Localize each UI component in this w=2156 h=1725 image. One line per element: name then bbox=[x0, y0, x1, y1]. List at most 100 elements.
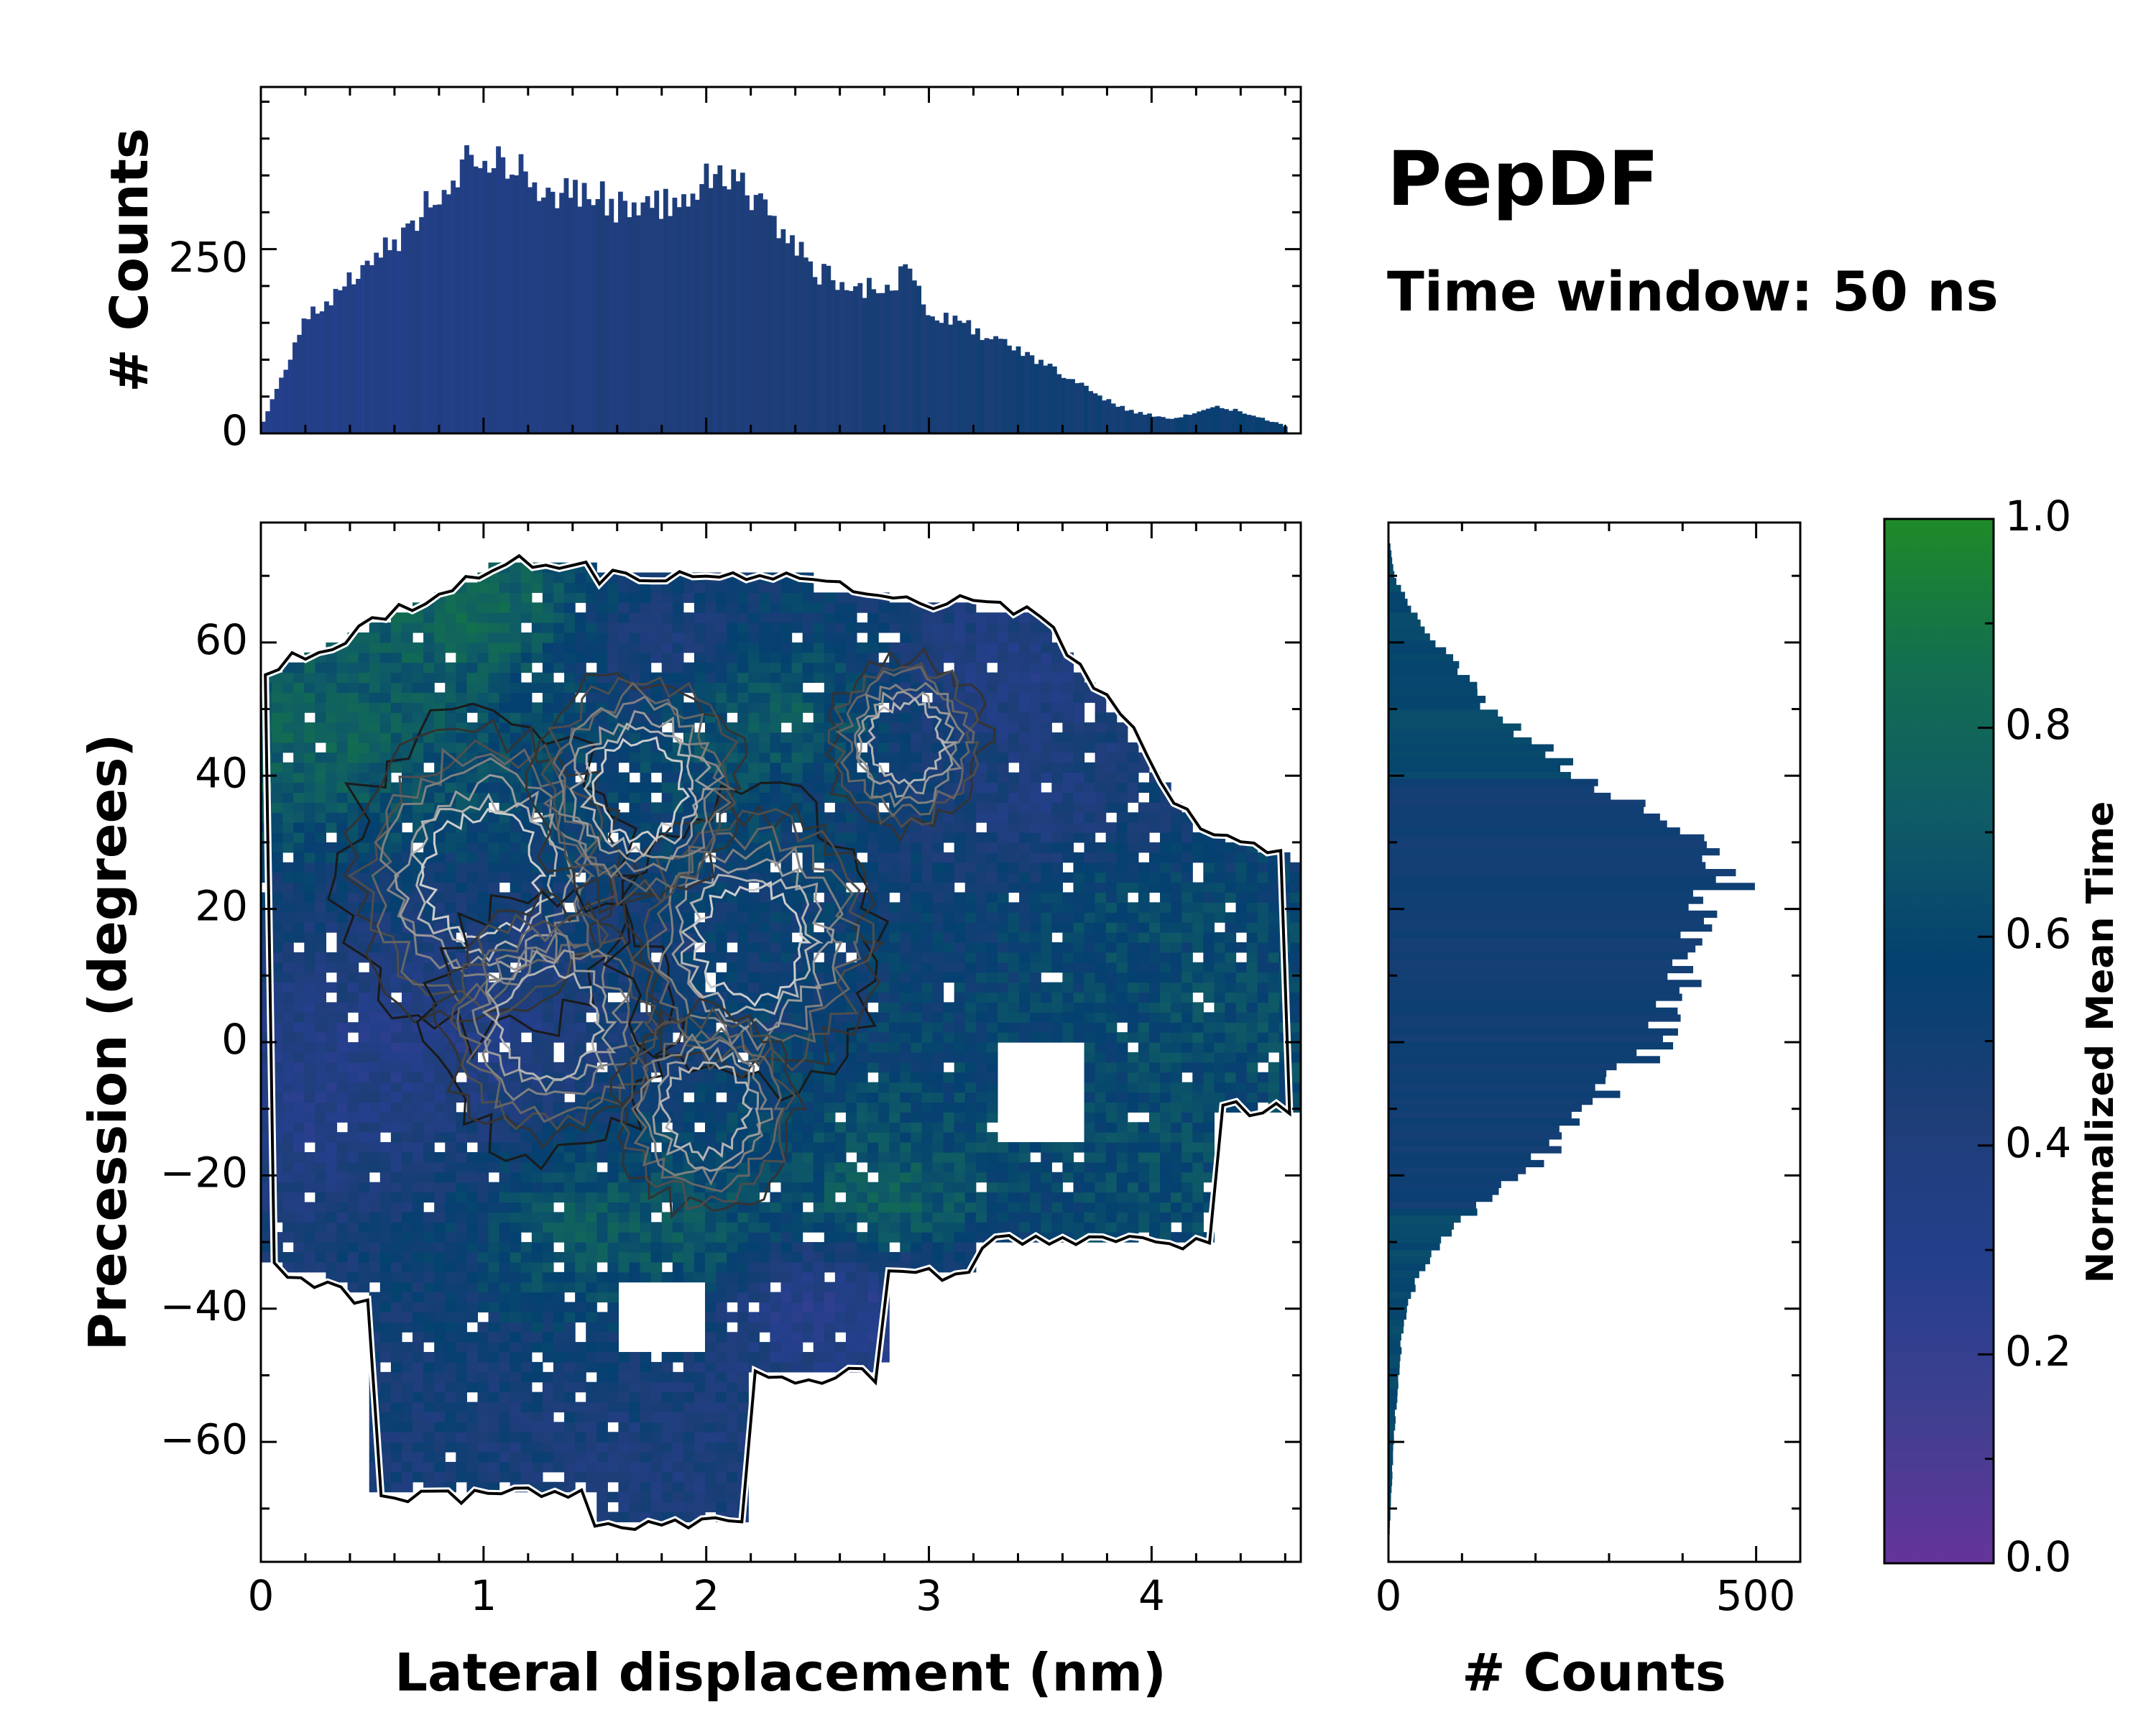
top-histogram-bar bbox=[880, 293, 885, 433]
heatmap-cell bbox=[748, 982, 760, 993]
heatmap-cell bbox=[813, 1042, 825, 1053]
heatmap-cell bbox=[401, 1352, 413, 1363]
top-histogram-bar bbox=[577, 206, 583, 433]
heatmap-cell bbox=[857, 1251, 868, 1263]
heatmap-cell bbox=[510, 1322, 522, 1333]
heatmap-cell bbox=[737, 772, 749, 783]
heatmap-cell bbox=[531, 1212, 543, 1223]
top-histogram-bar bbox=[758, 193, 763, 433]
heatmap-cell bbox=[759, 692, 771, 703]
heatmap-cell bbox=[564, 1202, 576, 1213]
heatmap-cell bbox=[618, 1202, 630, 1213]
heatmap-cell bbox=[358, 1162, 370, 1173]
heatmap-cell bbox=[466, 1242, 479, 1253]
heatmap-cell bbox=[737, 1402, 749, 1413]
heatmap-cell bbox=[413, 682, 424, 693]
heatmap-cell bbox=[531, 642, 543, 653]
heatmap-cell bbox=[542, 1402, 554, 1413]
heatmap-cell bbox=[824, 1242, 836, 1253]
heatmap-cell bbox=[683, 1271, 695, 1283]
heatmap-cell bbox=[759, 1172, 771, 1183]
heatmap-cell bbox=[326, 662, 338, 673]
heatmap-cell bbox=[413, 1432, 424, 1443]
heatmap-cell bbox=[423, 1251, 435, 1263]
heatmap-cell bbox=[510, 1361, 522, 1373]
heatmap-cell bbox=[564, 682, 576, 693]
heatmap-cell bbox=[672, 1162, 684, 1173]
heatmap-cell bbox=[564, 1032, 576, 1043]
heatmap-cell bbox=[834, 1312, 847, 1322]
heatmap-cell bbox=[727, 1371, 738, 1383]
heatmap-cell bbox=[802, 1142, 814, 1153]
heatmap-cell bbox=[401, 1442, 413, 1453]
heatmap-cell bbox=[445, 712, 456, 723]
top-histogram-bar bbox=[1201, 410, 1207, 433]
heatmap-cell bbox=[586, 1172, 597, 1183]
heatmap-cell bbox=[629, 1402, 641, 1413]
heatmap-cell bbox=[878, 1062, 890, 1073]
heatmap-cell bbox=[466, 1371, 479, 1383]
top-histogram-bar bbox=[274, 389, 280, 433]
heatmap-cell bbox=[413, 622, 424, 633]
heatmap-cell bbox=[672, 1222, 684, 1233]
heatmap-cell bbox=[716, 1461, 727, 1473]
heatmap-cell bbox=[369, 1072, 381, 1083]
heatmap-cell bbox=[824, 762, 836, 773]
heatmap-cell bbox=[716, 1271, 727, 1283]
top-histogram-bar bbox=[459, 159, 465, 433]
heatmap-cell bbox=[293, 992, 305, 1003]
heatmap-cell bbox=[336, 1042, 349, 1053]
heatmap-cell bbox=[445, 612, 456, 623]
heatmap-cell bbox=[445, 812, 456, 823]
heatmap-cell bbox=[780, 1361, 793, 1373]
heatmap-cell bbox=[629, 932, 641, 943]
heatmap-cell bbox=[845, 932, 857, 943]
heatmap-cell bbox=[315, 1012, 327, 1023]
heatmap-cell bbox=[748, 962, 760, 973]
heatmap-cell bbox=[326, 1132, 338, 1143]
heatmap-cell bbox=[834, 1012, 847, 1023]
heatmap-cell bbox=[553, 1182, 565, 1193]
heatmap-cell bbox=[336, 1002, 349, 1013]
heatmap-cell bbox=[390, 1242, 402, 1253]
heatmap-cell bbox=[456, 1392, 467, 1403]
heatmap-cell bbox=[661, 1481, 673, 1493]
heatmap-cell bbox=[704, 952, 717, 963]
heatmap-cell bbox=[553, 1271, 565, 1283]
heatmap-cell bbox=[510, 672, 522, 684]
heatmap-cell bbox=[834, 892, 847, 903]
heatmap-cell bbox=[347, 692, 359, 703]
heatmap-cell bbox=[510, 1452, 522, 1463]
heatmap-cell bbox=[326, 1212, 338, 1223]
heatmap-cell bbox=[347, 1151, 359, 1163]
heatmap-cell bbox=[315, 832, 327, 843]
heatmap-cell bbox=[379, 1371, 392, 1383]
heatmap-cell bbox=[510, 1302, 522, 1312]
heatmap-cell bbox=[704, 1481, 717, 1493]
heatmap-cell bbox=[390, 1432, 402, 1443]
heatmap-cell bbox=[586, 1052, 597, 1063]
heatmap-cell bbox=[401, 1371, 413, 1383]
heatmap-cell bbox=[293, 712, 305, 723]
heatmap-cell bbox=[802, 642, 814, 653]
heatmap-cell bbox=[466, 1062, 479, 1073]
heatmap-cell bbox=[445, 1271, 456, 1283]
heatmap-cell bbox=[770, 1212, 782, 1223]
heatmap-cell bbox=[390, 1132, 402, 1143]
heatmap-cell bbox=[531, 582, 543, 593]
heatmap-cell bbox=[520, 1242, 533, 1253]
heatmap-cell bbox=[520, 592, 533, 603]
heatmap-cell bbox=[369, 1292, 381, 1303]
heatmap-cell bbox=[618, 1452, 630, 1463]
heatmap-cell bbox=[694, 672, 706, 684]
heatmap-cell bbox=[618, 1412, 630, 1422]
heatmap-cell bbox=[704, 1112, 717, 1123]
heatmap-cell bbox=[358, 1112, 370, 1123]
heatmap-cell bbox=[867, 1182, 879, 1193]
top-histogram-bar bbox=[1002, 339, 1008, 433]
heatmap-cell bbox=[336, 1082, 349, 1093]
heatmap-cell bbox=[390, 1422, 402, 1432]
heatmap-cell bbox=[834, 1302, 847, 1312]
heatmap-cell bbox=[510, 1182, 522, 1193]
heatmap-cell bbox=[315, 942, 327, 953]
